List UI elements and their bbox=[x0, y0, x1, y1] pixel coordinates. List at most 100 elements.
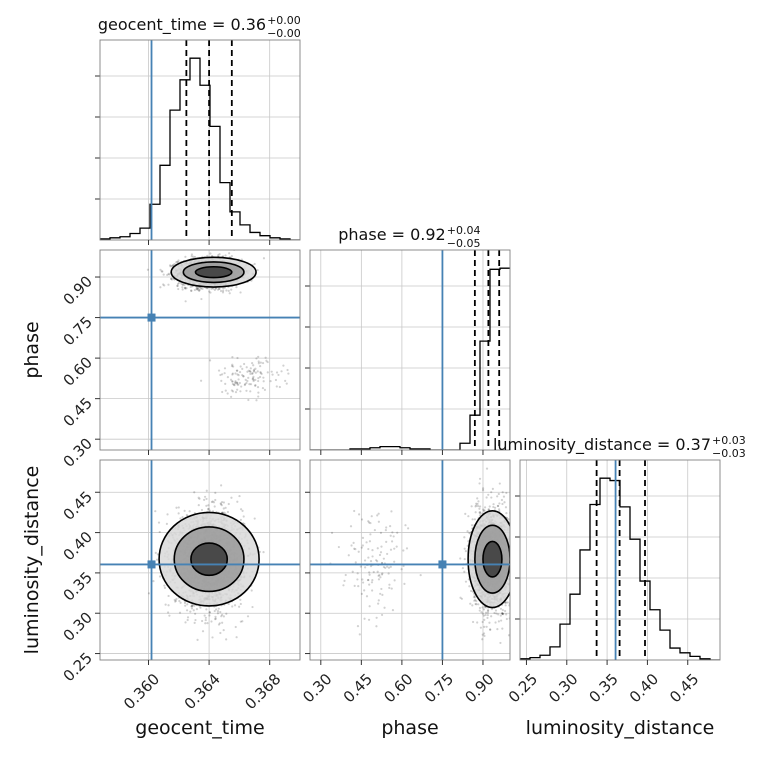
sample-point bbox=[208, 614, 211, 617]
sample-point bbox=[252, 364, 255, 367]
sample-point bbox=[195, 608, 199, 611]
sample-point bbox=[259, 365, 262, 368]
sample-point bbox=[257, 362, 260, 365]
sample-point bbox=[227, 502, 230, 506]
sample-point bbox=[224, 389, 227, 392]
sample-point bbox=[193, 621, 196, 624]
sample-point bbox=[230, 255, 233, 258]
sample-point bbox=[206, 254, 209, 257]
sample-point bbox=[167, 283, 170, 286]
sample-point bbox=[257, 377, 260, 380]
sample-point bbox=[190, 607, 194, 610]
sample-point bbox=[175, 261, 178, 264]
sample-point bbox=[251, 377, 255, 380]
sample-point bbox=[231, 390, 235, 393]
sample-point bbox=[240, 385, 243, 388]
sample-point bbox=[184, 287, 187, 290]
sample-point bbox=[193, 604, 196, 607]
sample-point bbox=[234, 381, 237, 384]
sample-point bbox=[175, 506, 178, 509]
y-tick-label: 0.75 bbox=[60, 313, 96, 349]
sample-point bbox=[285, 382, 288, 385]
sample-point bbox=[163, 284, 166, 287]
sample-point bbox=[284, 379, 287, 382]
sample-point bbox=[211, 500, 214, 503]
sample-point bbox=[214, 617, 217, 620]
sample-point bbox=[246, 615, 250, 618]
sample-point bbox=[205, 504, 208, 507]
sample-point bbox=[237, 378, 240, 381]
title-plus-error: +0.04 bbox=[447, 224, 481, 237]
sample-point bbox=[213, 609, 216, 613]
sample-point bbox=[259, 361, 262, 364]
sample-point bbox=[275, 385, 278, 388]
sample-point bbox=[261, 361, 265, 365]
sample-point bbox=[205, 608, 208, 611]
sample-point bbox=[201, 619, 204, 623]
sample-point bbox=[234, 625, 237, 629]
sample-point bbox=[177, 281, 181, 285]
sample-point bbox=[217, 623, 221, 626]
sample-point bbox=[254, 383, 257, 387]
sample-point bbox=[253, 262, 256, 266]
contour-line bbox=[194, 265, 233, 279]
sample-point bbox=[221, 390, 224, 394]
sample-point bbox=[184, 255, 187, 258]
sample-point bbox=[194, 618, 197, 622]
sample-point bbox=[249, 370, 252, 373]
sample-point bbox=[252, 375, 255, 378]
sample-point bbox=[243, 362, 246, 366]
sample-point bbox=[214, 617, 217, 621]
sample-point bbox=[245, 366, 248, 369]
sample-point bbox=[189, 285, 192, 289]
sample-point bbox=[184, 300, 187, 303]
sample-point bbox=[208, 611, 211, 614]
panel-title-geocent_time: geocent_time = 0.36 bbox=[98, 15, 266, 35]
sample-point bbox=[253, 370, 256, 373]
sample-point bbox=[190, 605, 193, 608]
sample-point bbox=[169, 265, 172, 268]
sample-point bbox=[238, 494, 241, 498]
sample-point bbox=[169, 277, 173, 280]
sample-point bbox=[173, 262, 176, 266]
sample-point bbox=[181, 283, 184, 286]
sample-point bbox=[224, 382, 227, 385]
sample-point bbox=[193, 491, 196, 494]
sample-point bbox=[251, 605, 254, 609]
sample-point bbox=[209, 252, 212, 255]
sample-point bbox=[192, 255, 195, 258]
sample-point bbox=[266, 360, 269, 364]
sample-point bbox=[252, 379, 255, 383]
sample-point bbox=[176, 284, 179, 288]
sample-point bbox=[259, 370, 262, 374]
sample-point bbox=[231, 363, 234, 366]
sample-point bbox=[162, 283, 165, 286]
sample-point bbox=[262, 257, 266, 260]
sample-point bbox=[204, 618, 207, 622]
sample-point bbox=[222, 507, 225, 510]
sample-point bbox=[259, 371, 262, 375]
sample-point bbox=[236, 373, 239, 376]
sample-point bbox=[222, 287, 225, 290]
sample-point bbox=[237, 383, 240, 386]
contour-line bbox=[182, 261, 245, 284]
y-tick-label: 0.90 bbox=[60, 272, 96, 308]
sample-point bbox=[193, 288, 197, 292]
sample-point bbox=[219, 610, 222, 614]
title-plus-error: +0.03 bbox=[712, 434, 746, 447]
sample-point bbox=[162, 273, 165, 276]
histogram-geocent_time bbox=[100, 57, 300, 240]
sample-point bbox=[236, 356, 239, 360]
sample-point bbox=[191, 604, 194, 607]
sample-point bbox=[274, 378, 278, 382]
sample-point bbox=[155, 558, 159, 561]
sample-point bbox=[244, 383, 247, 386]
sample-point bbox=[238, 605, 241, 608]
sample-point bbox=[218, 287, 221, 291]
sample-point bbox=[229, 378, 233, 381]
sample-point bbox=[278, 385, 281, 389]
sample-point bbox=[262, 551, 265, 554]
sample-point bbox=[198, 289, 201, 292]
sample-point bbox=[227, 289, 230, 292]
